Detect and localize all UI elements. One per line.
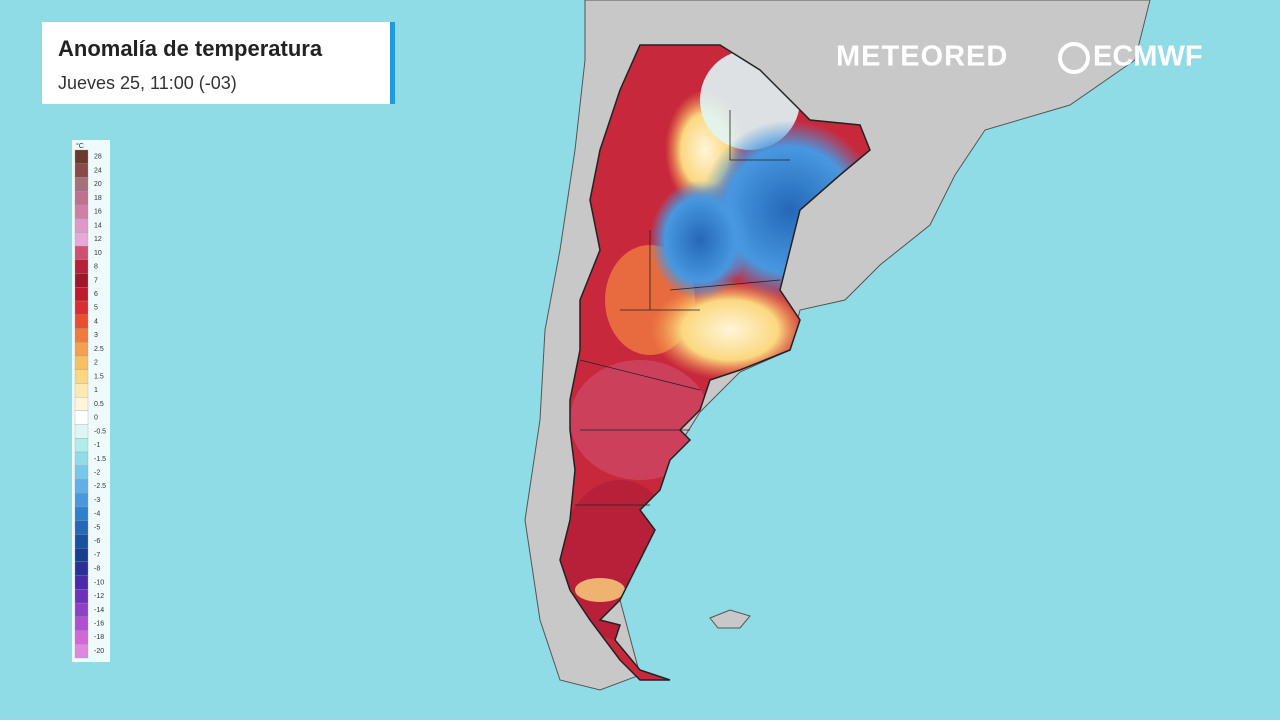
legend-label: -7 <box>94 552 100 559</box>
legend-label: 1.5 <box>94 373 104 380</box>
title-accent <box>390 22 395 104</box>
legend-label: -16 <box>94 621 104 628</box>
legend-swatch <box>74 493 89 508</box>
legend-swatch <box>74 465 89 480</box>
legend-label: 24 <box>94 167 102 174</box>
legend-label: 2.5 <box>94 346 104 353</box>
legend-label: 20 <box>94 181 102 188</box>
legend-label: 18 <box>94 195 102 202</box>
legend-swatch <box>74 451 89 466</box>
legend-label: -12 <box>94 593 104 600</box>
legend-swatch <box>74 506 89 521</box>
legend-label: 0 <box>94 415 98 422</box>
title-box <box>42 22 392 104</box>
legend-label: 8 <box>94 264 98 271</box>
legend-swatch <box>74 328 89 343</box>
legend-swatch <box>74 369 89 384</box>
legend-swatch <box>74 218 89 233</box>
legend-label: 6 <box>94 291 98 298</box>
legend-label: -14 <box>94 607 104 614</box>
legend-swatch <box>74 438 89 453</box>
legend-swatch <box>74 396 89 412</box>
legend-unit: °C <box>76 142 84 150</box>
legend-label: 2 <box>94 360 98 367</box>
legend-label: 28 <box>94 154 102 161</box>
legend-label: -1 <box>94 442 100 449</box>
falklands <box>709 609 751 629</box>
legend-label: -8 <box>94 566 100 573</box>
legend-swatch <box>74 479 89 494</box>
legend-swatch <box>74 616 89 631</box>
legend-label: -20 <box>94 648 104 655</box>
legend-swatch <box>74 342 89 357</box>
legend-label: -3 <box>94 497 100 504</box>
legend-label: 16 <box>94 209 102 216</box>
legend-swatch <box>74 177 89 192</box>
legend-label: -0.5 <box>94 428 106 435</box>
legend-swatch <box>74 300 89 315</box>
legend-label: -2.5 <box>94 483 106 490</box>
legend-swatch <box>74 602 89 617</box>
legend-swatch <box>74 245 89 260</box>
legend-label: 5 <box>94 305 98 312</box>
legend-swatch <box>74 287 89 302</box>
ecmwf-logo: ECMWF <box>1093 41 1203 73</box>
legend-label: 3 <box>94 332 98 339</box>
legend-swatch <box>74 259 89 274</box>
legend-label: -10 <box>94 579 104 586</box>
legend-swatch <box>74 424 89 439</box>
legend-label: -5 <box>94 524 100 531</box>
legend-label: 12 <box>94 236 102 243</box>
legend-swatch <box>74 589 89 604</box>
legend-swatch <box>74 575 89 590</box>
legend-label: -18 <box>94 634 104 641</box>
province-borders <box>575 110 790 506</box>
legend-label: -6 <box>94 538 100 545</box>
legend-label: 10 <box>94 250 102 257</box>
legend-swatch <box>74 561 89 576</box>
legend-swatch <box>74 644 89 659</box>
legend-swatch <box>74 273 89 288</box>
legend-swatch <box>74 149 89 164</box>
legend-label: -4 <box>94 511 100 518</box>
legend-label: -1.5 <box>94 456 106 463</box>
legend-swatch <box>74 534 89 549</box>
legend-swatch <box>74 191 89 206</box>
legend-swatch <box>74 630 89 645</box>
legend-swatch <box>74 355 89 370</box>
title: Anomalía de temperatura <box>58 36 323 61</box>
legend-label: 1 <box>94 387 98 394</box>
legend-swatch <box>74 232 89 247</box>
legend-swatch <box>74 383 89 398</box>
legend-swatch <box>74 204 89 219</box>
subtitle: Jueves 25, 11:00 (-03) <box>58 73 237 93</box>
argentina-border <box>559 44 871 681</box>
legend-swatch <box>74 163 89 178</box>
legend-swatch <box>74 548 89 563</box>
legend-label: 14 <box>94 222 102 229</box>
legend-label: 7 <box>94 277 98 284</box>
legend-label: -2 <box>94 469 100 476</box>
legend-label: 4 <box>94 318 98 325</box>
legend-swatch <box>74 410 89 425</box>
legend-swatch <box>74 520 89 535</box>
legend-label: 0.5 <box>94 401 104 408</box>
ecmwf-icon <box>1058 42 1090 74</box>
legend-swatch <box>74 314 89 329</box>
meteored-logo: METEORED <box>836 41 1008 73</box>
